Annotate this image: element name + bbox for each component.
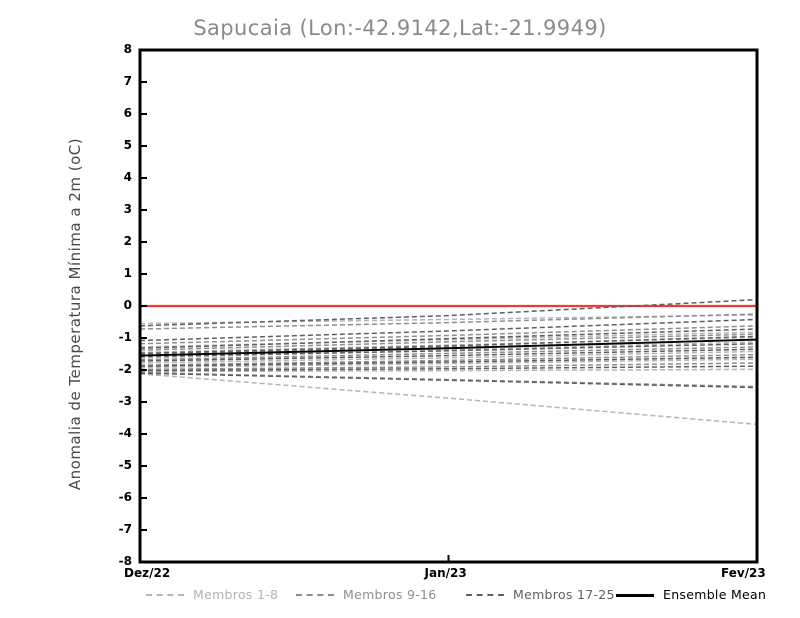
- y-tick-label: -5: [118, 458, 132, 472]
- legend-item[interactable]: Membros 9-16: [296, 584, 437, 604]
- legend-swatch-solid: [616, 589, 654, 600]
- y-tick-label: 2: [123, 234, 132, 248]
- legend-swatch-dashed: [146, 589, 184, 600]
- series-mean: [139, 338, 758, 357]
- legend-label: Membros 17-25: [513, 586, 615, 602]
- legend-item[interactable]: Ensemble Mean: [616, 584, 766, 604]
- series-line-m17: [139, 298, 758, 327]
- series-line-m02: [139, 331, 758, 348]
- y-tick-label: -3: [118, 394, 132, 408]
- series-line-m06: [139, 358, 758, 369]
- y-tick-label: -1: [118, 330, 132, 344]
- legend-swatch-dashed: [296, 589, 334, 600]
- x-tick-label: Jan/23: [424, 566, 467, 580]
- series-line-m10: [139, 325, 758, 345]
- series-g3: [139, 298, 758, 389]
- chart-legend: Membros 1-8 Membros 9-16 Membros 17-25 Ense…: [0, 584, 800, 606]
- series-line-m08: [139, 373, 758, 426]
- x-tick-label: Fev/23: [721, 566, 766, 580]
- y-tick-label: -2: [118, 362, 132, 376]
- series-line-m20: [139, 335, 758, 355]
- legend-swatch-dashed: [466, 589, 504, 600]
- series-line-m22: [139, 348, 758, 362]
- series-line-m23: [139, 356, 758, 367]
- series-line-m07: [139, 368, 758, 373]
- y-tick-label: 0: [123, 298, 132, 312]
- y-tick-label: 6: [123, 106, 132, 120]
- y-tick-label: 7: [123, 74, 132, 88]
- series-line-m21: [139, 343, 758, 358]
- x-tick-label: Dez/22: [124, 566, 171, 580]
- series-line-m14: [139, 353, 758, 366]
- series-line-m05: [139, 350, 758, 364]
- series-line-m25: [139, 372, 758, 389]
- series-line-m11: [139, 333, 758, 351]
- chart-title: Sapucaia (Lon:-42.9142,Lat:-21.9949): [193, 16, 607, 40]
- y-tick-label: 5: [123, 138, 132, 152]
- y-tick-label: 1: [123, 266, 132, 280]
- series-line-m13: [139, 346, 758, 361]
- y-tick-label: -7: [118, 522, 132, 536]
- series-group: [139, 298, 758, 426]
- y-tick-label: -8: [118, 554, 132, 568]
- legend-label: Membros 1-8: [193, 586, 279, 602]
- y-tick-label: 8: [123, 42, 132, 56]
- series-line-m19: [139, 328, 758, 349]
- series-line-m09: [139, 313, 758, 330]
- series-line-m18: [139, 318, 758, 342]
- series-line-m15: [139, 362, 758, 371]
- y-tick-label: -4: [118, 426, 132, 440]
- series-line-mean: [139, 338, 758, 357]
- y-tick-label: -6: [118, 490, 132, 504]
- legend-item[interactable]: Membros 1-8: [146, 584, 278, 604]
- legend-item[interactable]: Membros 17-25: [466, 584, 615, 604]
- y-tick-label: 3: [123, 202, 132, 216]
- legend-label: Ensemble Mean: [663, 586, 767, 602]
- legend-label: Membros 9-16: [343, 586, 437, 602]
- series-line-m24: [139, 365, 758, 372]
- y-tick-label: 4: [123, 170, 132, 184]
